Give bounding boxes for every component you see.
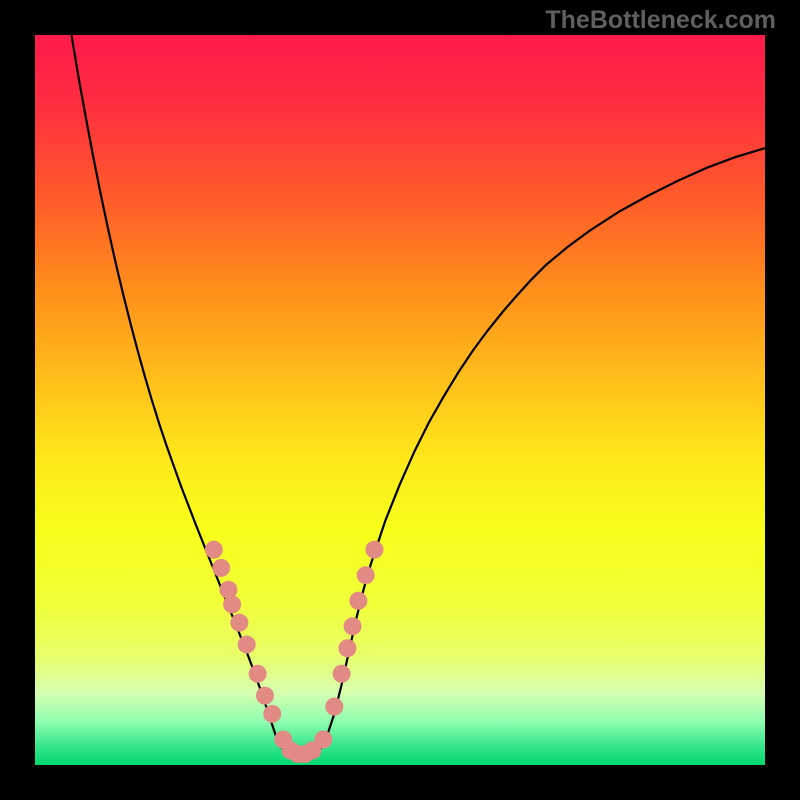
data-marker (338, 639, 356, 657)
data-marker (349, 592, 367, 610)
bottleneck-curve-chart (35, 35, 765, 765)
data-marker (212, 559, 230, 577)
data-marker (249, 665, 267, 683)
chart-container (35, 35, 765, 765)
chart-background (35, 35, 765, 765)
watermark-text: TheBottleneck.com (545, 6, 776, 35)
data-marker (223, 595, 241, 613)
data-marker (365, 541, 383, 559)
data-marker (357, 566, 375, 584)
data-marker (314, 730, 332, 748)
data-marker (325, 698, 343, 716)
data-marker (238, 636, 256, 654)
data-marker (205, 541, 223, 559)
data-marker (256, 687, 274, 705)
data-marker (230, 614, 248, 632)
data-marker (263, 705, 281, 723)
data-marker (333, 665, 351, 683)
data-marker (344, 617, 362, 635)
